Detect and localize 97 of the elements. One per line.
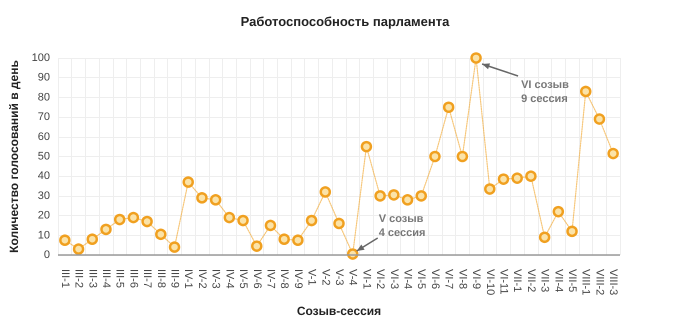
x-tick-label: VII-3 <box>538 269 551 292</box>
x-tick-label: IV-8 <box>278 269 290 289</box>
y-tick-label: 30 <box>38 190 50 202</box>
y-tick-label: 70 <box>38 111 50 124</box>
x-tick-label: III-2 <box>72 269 85 288</box>
x-tick-label: VI-1 <box>360 269 372 290</box>
x-tick-label: VI-11 <box>497 269 510 294</box>
x-tick-label: III-7 <box>141 269 154 288</box>
point <box>86 233 98 245</box>
y-tick-label: 10 <box>38 229 50 242</box>
x-tick-label: III-8 <box>154 269 167 288</box>
y-tick-label: 20 <box>38 210 50 222</box>
point <box>538 232 550 244</box>
x-tick-label: III-1 <box>58 269 71 288</box>
point <box>292 234 304 246</box>
x-tick-label: V-4 <box>346 269 359 286</box>
y-tick-label: 60 <box>38 130 50 143</box>
point <box>442 102 454 113</box>
point <box>511 172 523 184</box>
x-tick-label: IV-4 <box>223 269 236 289</box>
x-tick-label: VI-6 <box>428 269 441 290</box>
point <box>525 170 537 182</box>
x-axis-title: Созыв-сессия <box>296 304 382 318</box>
x-tick-label: VII-2 <box>524 269 537 292</box>
x-tick-label: VI-4 <box>402 269 414 290</box>
x-tick-label: III-9 <box>168 269 181 288</box>
x-tick-label: III-6 <box>127 269 140 288</box>
point <box>552 206 564 218</box>
x-tick-label: VIII-3 <box>607 269 620 296</box>
x-tick-label: VI-7 <box>442 269 455 290</box>
point <box>429 150 441 162</box>
y-tick-label: 40 <box>38 170 50 182</box>
x-tick-label: VII-4 <box>552 269 564 292</box>
y-tick-label: 80 <box>38 91 50 104</box>
annotation: VI созыв 9 сессия <box>521 79 570 105</box>
x-tick-label: VII-1 <box>511 269 524 292</box>
point <box>388 189 400 201</box>
chart-title: Работоспособность парламента <box>240 14 450 29</box>
x-tick-label: IV-2 <box>196 269 208 289</box>
x-tick-label: III-3 <box>86 269 98 288</box>
y-tick-label: 100 <box>32 52 50 64</box>
point <box>155 228 167 240</box>
point <box>237 214 249 226</box>
x-tick-label: VI-10 <box>484 269 496 296</box>
point <box>607 148 619 160</box>
point <box>168 241 180 253</box>
y-tick-label: 50 <box>38 150 50 162</box>
annotation: V созыв 4 сессия <box>378 213 426 240</box>
point <box>128 212 140 224</box>
x-tick-label: V-1 <box>306 269 318 286</box>
x-tick-label: VI-3 <box>388 269 400 290</box>
point <box>470 52 482 64</box>
point <box>416 190 427 202</box>
point <box>594 113 606 125</box>
x-tick-label: VI-2 <box>374 269 386 290</box>
y-tick-label: 90 <box>38 72 50 84</box>
x-tick-label: VIII-2 <box>593 269 606 296</box>
point <box>224 212 236 224</box>
point <box>498 173 510 185</box>
x-tick-label: IV-6 <box>250 269 263 289</box>
x-tick-label: IV-7 <box>264 269 276 289</box>
point <box>182 176 194 188</box>
x-tick-label: IV-5 <box>237 269 250 289</box>
point <box>306 214 318 226</box>
point <box>72 243 84 255</box>
x-tick-label: III-5 <box>114 269 126 288</box>
point <box>484 183 496 195</box>
point <box>264 220 276 232</box>
point <box>196 192 208 204</box>
x-tick-label: VI-8 <box>456 269 468 290</box>
point <box>251 240 263 252</box>
point <box>456 150 468 162</box>
point <box>360 140 372 152</box>
x-tick-label: IV-3 <box>210 269 222 289</box>
y-tick-label: 0 <box>44 249 50 261</box>
x-tick-label: VII-5 <box>566 269 578 292</box>
point <box>210 194 222 206</box>
point <box>100 224 112 236</box>
point <box>333 218 345 230</box>
x-tick-label: V-2 <box>319 269 332 286</box>
point <box>141 216 153 228</box>
point <box>402 194 414 206</box>
point <box>580 86 592 98</box>
x-tick-label: VI-9 <box>470 269 482 290</box>
x-tick-label: III-4 <box>100 269 112 288</box>
point <box>59 234 71 246</box>
x-tick-label: IV-9 <box>292 269 304 289</box>
point <box>374 190 386 202</box>
point <box>566 226 578 238</box>
y-axis-title: Количество голосований в день <box>7 60 21 253</box>
x-tick-label: IV-1 <box>182 269 194 289</box>
x-tick-label: VI-5 <box>415 269 428 290</box>
x-tick-label: V-3 <box>333 269 345 286</box>
point <box>320 186 332 198</box>
x-tick-label: VIII-1 <box>580 269 592 296</box>
point <box>114 214 126 226</box>
point <box>278 233 290 245</box>
